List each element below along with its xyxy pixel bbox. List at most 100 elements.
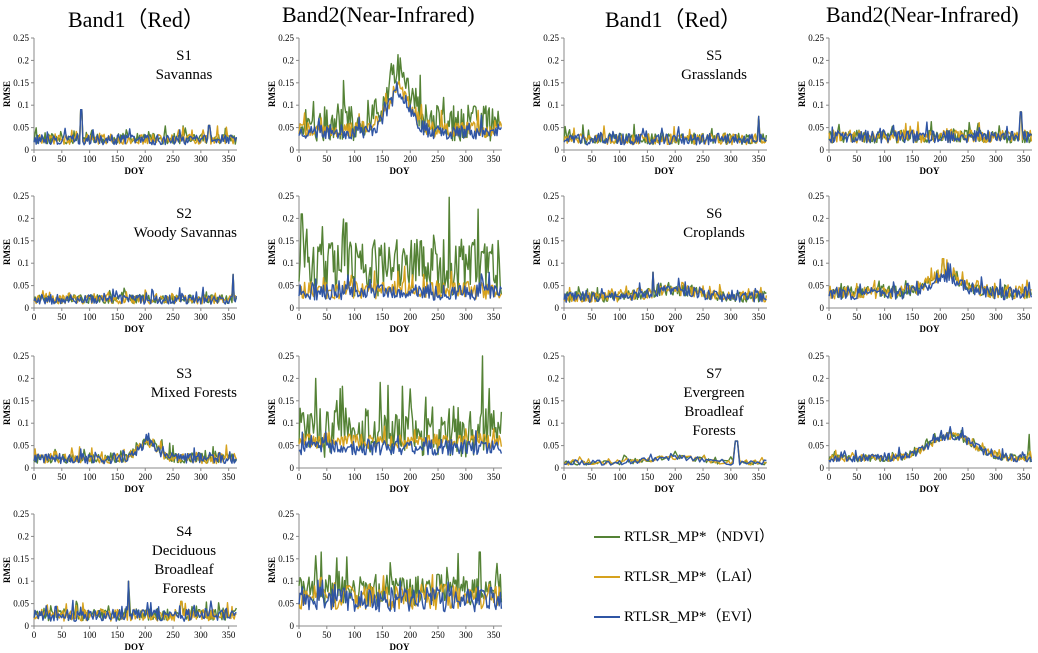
x-tick-label: 100	[83, 630, 97, 640]
x-tick-label: 300	[459, 630, 473, 640]
x-tick-label: 150	[111, 630, 125, 640]
y-tick-label: 0.2	[813, 213, 824, 223]
x-tick-label: 0	[32, 472, 37, 482]
y-tick-label: 0	[555, 145, 560, 155]
y-axis-label: RMSE	[267, 239, 277, 265]
x-tick-label: 350	[222, 154, 236, 164]
x-tick-label: 0	[32, 312, 37, 322]
x-axis-label: DOY	[390, 642, 411, 652]
y-tick-label: 0	[820, 303, 825, 313]
y-tick-label: 0.25	[543, 191, 559, 201]
x-tick-label: 250	[696, 154, 710, 164]
x-tick-label: 50	[57, 472, 67, 482]
x-tick-label: 200	[138, 312, 152, 322]
land-cover-label: Broadleaf	[154, 562, 213, 578]
x-tick-label: 250	[166, 154, 180, 164]
x-tick-label: 100	[83, 312, 97, 322]
x-axis-label: DOY	[125, 166, 146, 176]
y-tick-label: 0.15	[13, 236, 29, 246]
x-tick-label: 350	[1017, 154, 1031, 164]
y-tick-label: 0	[555, 463, 560, 473]
y-axis-label: RMSE	[267, 399, 277, 425]
x-tick-label: 100	[348, 154, 362, 164]
x-axis-label: DOY	[390, 166, 411, 176]
x-tick-label: 100	[83, 154, 97, 164]
y-tick-label: 0.05	[278, 123, 294, 133]
y-tick-label: 0.2	[283, 55, 294, 65]
x-tick-label: 300	[989, 312, 1003, 322]
y-tick-label: 0.1	[813, 100, 824, 110]
x-tick-label: 300	[194, 630, 208, 640]
series-line-ndvi	[298, 54, 502, 142]
x-tick-label: 250	[431, 472, 445, 482]
x-tick-label: 250	[166, 312, 180, 322]
y-tick-label: 0.05	[808, 123, 824, 133]
x-tick-label: 200	[668, 154, 682, 164]
x-tick-label: 250	[961, 472, 975, 482]
y-axis-label: RMSE	[2, 557, 12, 583]
x-tick-label: 250	[961, 312, 975, 322]
x-tick-label: 0	[827, 154, 832, 164]
y-tick-label: 0.25	[808, 33, 824, 43]
y-tick-label: 0.15	[13, 554, 29, 564]
x-tick-label: 150	[641, 154, 655, 164]
x-tick-label: 50	[852, 154, 862, 164]
y-tick-label: 0	[25, 463, 30, 473]
x-tick-label: 50	[587, 154, 597, 164]
y-tick-label: 0.25	[543, 33, 559, 43]
y-tick-label: 0.1	[283, 100, 294, 110]
y-tick-label: 0.25	[13, 351, 29, 361]
site-label: S2	[176, 206, 192, 222]
x-tick-label: 50	[587, 312, 597, 322]
y-tick-label: 0.1	[548, 258, 559, 268]
x-tick-label: 50	[852, 472, 862, 482]
x-tick-label: 50	[587, 472, 597, 482]
y-tick-label: 0.2	[18, 213, 29, 223]
x-tick-label: 100	[348, 630, 362, 640]
panel-s3-red: 0 0.05 0.1 0.15 0.2 0.25 0 50 100 150 200 250 300 350…	[2, 351, 237, 494]
series-line-evi	[563, 115, 767, 146]
panel-s7-red: 0 0.05 0.1 0.15 0.2 0.25 0 50 100 150 200 250 300 350…	[532, 351, 767, 494]
x-tick-label: 150	[906, 154, 920, 164]
x-tick-label: 250	[961, 154, 975, 164]
y-tick-label: 0.1	[283, 576, 294, 586]
y-tick-label: 0.15	[278, 396, 294, 406]
y-axis-label: RMSE	[2, 81, 12, 107]
y-tick-label: 0.1	[548, 100, 559, 110]
x-tick-label: 150	[906, 312, 920, 322]
y-tick-label: 0.1	[18, 100, 29, 110]
x-tick-label: 50	[852, 312, 862, 322]
x-tick-label: 350	[1017, 472, 1031, 482]
x-tick-label: 200	[138, 630, 152, 640]
panel-s5-nir: 0 0.05 0.1 0.15 0.2 0.25 0 50 100 150 200 250 300 350…	[797, 33, 1033, 176]
panel-s1-nir: 0 0.05 0.1 0.15 0.2 0.25 0 50 100 150 200 250 300 350…	[267, 33, 503, 176]
series-line-evi	[298, 271, 503, 301]
x-tick-label: 50	[322, 472, 332, 482]
y-tick-label: 0.25	[13, 191, 29, 201]
y-tick-label: 0.1	[548, 418, 559, 428]
site-label: S1	[176, 48, 192, 64]
panel-s5-red: 0 0.05 0.1 0.15 0.2 0.25 0 50 100 150 200 250 300 350…	[532, 33, 768, 176]
y-tick-label: 0.25	[278, 191, 294, 201]
y-axis-label: RMSE	[797, 399, 807, 425]
y-tick-label: 0.05	[543, 281, 559, 291]
x-tick-label: 100	[613, 312, 627, 322]
y-tick-label: 0.2	[18, 55, 29, 65]
y-axis-label: RMSE	[2, 239, 12, 265]
x-tick-label: 200	[403, 312, 417, 322]
y-axis-label: RMSE	[797, 81, 807, 107]
site-label: S7	[706, 366, 722, 382]
land-cover-label: Woody Savannas	[134, 225, 238, 241]
land-cover-label: Mixed Forests	[151, 385, 237, 401]
legend-label-lai: RTLSR_MP*（LAI）	[624, 569, 762, 585]
x-tick-label: 250	[166, 630, 180, 640]
y-tick-label: 0.1	[18, 258, 29, 268]
x-tick-label: 300	[194, 154, 208, 164]
x-tick-label: 200	[138, 154, 152, 164]
x-tick-label: 200	[403, 630, 417, 640]
y-tick-label: 0.05	[543, 123, 559, 133]
y-tick-label: 0.1	[18, 418, 29, 428]
x-tick-label: 150	[376, 630, 390, 640]
x-tick-label: 350	[487, 154, 501, 164]
